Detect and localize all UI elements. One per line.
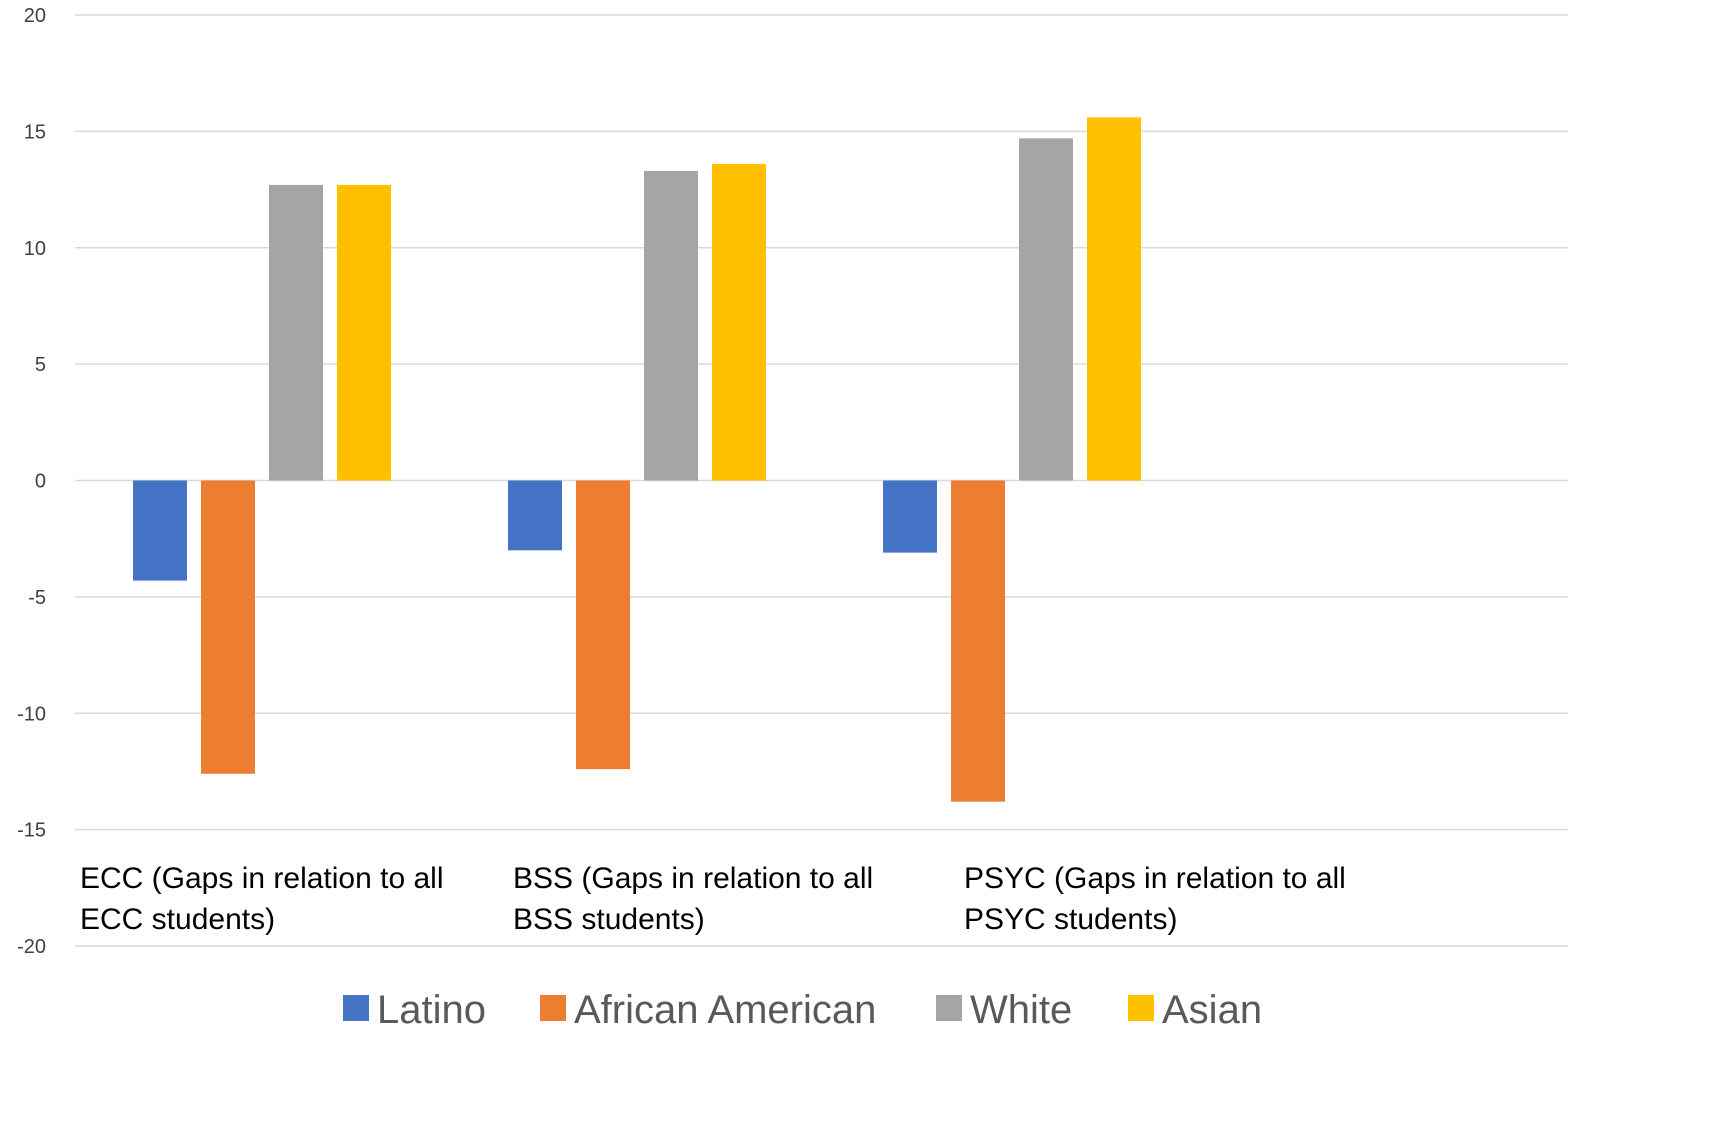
legend-label: Latino (377, 988, 486, 1032)
gridlines (75, 14, 1568, 947)
category-label-line: ECC (Gaps in relation to all (80, 862, 444, 895)
category-label-line: PSYC students) (964, 903, 1177, 936)
y-tick-label: 5 (35, 354, 46, 376)
y-tick-label: -10 (17, 703, 46, 725)
bars (133, 117, 1141, 802)
y-tick-label: 20 (24, 5, 46, 27)
bar-asian (712, 163, 766, 481)
bar-asian (1087, 117, 1141, 481)
legend-swatch (540, 995, 566, 1021)
legend: Latino African American White Asian (343, 988, 1262, 1032)
bar-african-american (201, 480, 255, 774)
bar-african-american (576, 480, 630, 770)
legend-label: White (970, 988, 1072, 1032)
y-tick-label: 15 (24, 121, 46, 143)
y-tick-label: 0 (35, 471, 46, 493)
y-tick-label: -15 (17, 820, 46, 842)
y-axis-tick-labels: 20 15 10 5 0 -5 -10 -15 -20 (17, 5, 46, 958)
category-label-line: BSS (Gaps in relation to all (513, 862, 873, 895)
y-tick-label: -20 (17, 936, 46, 958)
bar-latino (508, 480, 562, 551)
bar-white (1019, 138, 1073, 481)
category-label-line: BSS students) (513, 903, 705, 936)
legend-swatch (1128, 995, 1154, 1021)
bar-chart: 20 15 10 5 0 -5 -10 -15 -20 ECC (Gaps in relation… (17, 5, 1568, 1032)
legend-label: African American (574, 988, 876, 1032)
legend-swatch (343, 995, 369, 1021)
category-label: BSS (Gaps in relation to all BSS students… (513, 862, 873, 936)
chart-area: 20 15 10 5 0 -5 -10 -15 -20 ECC (Gaps in relation… (17, 5, 1568, 1032)
legend-label: Asian (1162, 988, 1262, 1032)
y-tick-label: 10 (24, 238, 46, 260)
legend-swatch (936, 995, 962, 1021)
category-label-line: PSYC (Gaps in relation to all (964, 862, 1346, 895)
bar-latino (133, 480, 187, 581)
bar-white (644, 170, 698, 481)
y-tick-label: -5 (28, 587, 46, 609)
category-label: PSYC (Gaps in relation to all PSYC studen… (964, 862, 1346, 936)
bar-white (269, 184, 323, 481)
bar-african-american (951, 480, 1005, 802)
bar-latino (883, 480, 937, 553)
category-label-line: ECC students) (80, 903, 275, 936)
bar-asian (337, 184, 391, 481)
category-labels: ECC (Gaps in relation to all ECC students… (80, 862, 1346, 936)
category-label: ECC (Gaps in relation to all ECC students… (80, 862, 444, 936)
